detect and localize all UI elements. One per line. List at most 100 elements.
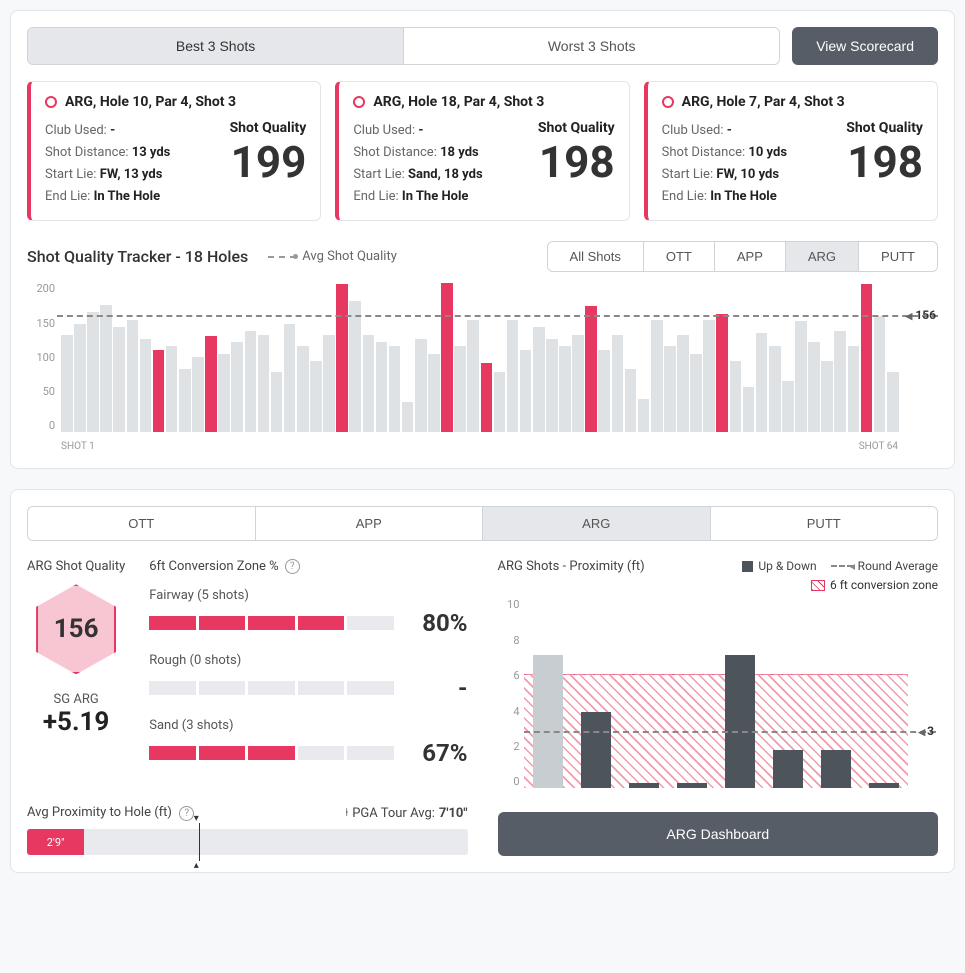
tracker-bar <box>520 350 532 433</box>
prox-avg-label: 3 <box>918 724 934 738</box>
y-tick: 0 <box>498 775 520 788</box>
sq-label: Shot Quality <box>230 120 307 136</box>
tracker-bar <box>284 324 296 433</box>
tracker-bar <box>336 284 348 433</box>
shot-details: Club Used: - Shot Distance: 18 yds Start… <box>353 120 482 208</box>
prox-bar <box>725 655 755 788</box>
filter-tab-putt[interactable]: PUTT <box>859 242 937 271</box>
legend-up-down-label: Up & Down <box>758 559 816 573</box>
prox-chart-title: ARG Shots - Proximity (ft) <box>498 559 645 574</box>
pga-avg: ⍿ PGA Tour Avg: 7'10" <box>345 806 467 821</box>
tracker-bar <box>218 354 230 433</box>
legend-group-1: Up & Down Round Average <box>742 559 938 573</box>
tracker-bar <box>703 320 715 433</box>
tracker-bar <box>100 305 112 433</box>
tab-worst-shots[interactable]: Worst 3 Shots <box>404 28 779 64</box>
tracker-bar <box>874 316 886 432</box>
tracker-bar <box>638 399 650 433</box>
filter-tab-all-shots[interactable]: All Shots <box>548 242 644 271</box>
tracker-bar <box>467 320 479 433</box>
view-scorecard-button[interactable]: View Scorecard <box>792 27 938 65</box>
lower-tab-putt[interactable]: PUTT <box>711 507 938 540</box>
shot-details: Club Used: - Shot Distance: 10 yds Start… <box>662 120 787 208</box>
proximity-bar: 2'9" <box>27 829 468 855</box>
conversion-column: 6ft Conversion Zone % ? Fairway (5 shots… <box>149 559 467 783</box>
proximity-tick <box>199 823 200 861</box>
lower-tab-app[interactable]: APP <box>256 507 484 540</box>
conversion-item: Sand (3 shots) 67% <box>149 718 467 767</box>
lower-tab-arg[interactable]: ARG <box>483 507 711 540</box>
tracker-bar <box>730 361 742 432</box>
prox-bar <box>629 783 659 789</box>
pga-label: PGA Tour Avg: <box>352 806 435 821</box>
legend-round-avg-label: Round Average <box>858 559 938 573</box>
tracker-bar <box>140 339 152 433</box>
tracker-bar <box>179 369 191 433</box>
tracker-bar <box>494 372 506 432</box>
shot-card[interactable]: ARG, Hole 7, Par 4, Shot 3 Club Used: - … <box>644 81 938 221</box>
avg-legend: Avg Shot Quality <box>268 249 397 264</box>
shot-title: ARG, Hole 10, Par 4, Shot 3 <box>65 94 236 110</box>
hex-column: ARG Shot Quality 156 SG ARG +5.19 <box>27 559 125 783</box>
tracker-x-labels: SHOT 1 SHOT 64 <box>61 441 898 452</box>
prox-plot: 3 <box>524 598 909 788</box>
shots-row: ARG, Hole 10, Par 4, Shot 3 Club Used: -… <box>27 81 938 221</box>
ring-icon <box>353 96 365 108</box>
shot-quality-col: Shot Quality 198 <box>846 120 923 208</box>
conversion-item: Rough (0 shots) - <box>149 653 467 702</box>
tracker-avg-label: 156 <box>905 308 936 322</box>
tracker-bar <box>271 372 283 432</box>
prox-bar-slot <box>673 598 711 788</box>
tracker-avg-line <box>57 315 938 317</box>
conv-pct: 80% <box>410 609 468 637</box>
y-tick: 100 <box>27 351 55 364</box>
proximity-header: Avg Proximity to Hole (ft) ? ⍿ PGA Tour … <box>27 805 468 821</box>
prox-bar <box>773 750 803 788</box>
y-tick: 150 <box>27 317 55 330</box>
tracker-bar <box>769 346 781 432</box>
proximity-fill-text: 2'9" <box>47 836 65 849</box>
prox-bar <box>677 783 707 789</box>
help-icon[interactable]: ? <box>179 806 194 821</box>
arg-dashboard-button[interactable]: ARG Dashboard <box>498 812 939 856</box>
legend-up-down: Up & Down <box>742 559 816 573</box>
prox-chart-header: ARG Shots - Proximity (ft) Up & Down Rou… <box>498 559 939 574</box>
prox-bar-slot <box>576 598 614 788</box>
lower-grid: ARG Shot Quality 156 SG ARG +5.19 6ft Co… <box>27 559 938 856</box>
shot-card[interactable]: ARG, Hole 10, Par 4, Shot 3 Club Used: -… <box>27 81 321 221</box>
tab-best-shots[interactable]: Best 3 Shots <box>28 28 404 64</box>
segment-bar <box>149 681 393 695</box>
tracker-bar <box>231 342 243 432</box>
square-icon <box>742 561 753 572</box>
tracker-bar <box>428 354 440 433</box>
tracker-bar <box>651 320 663 433</box>
x-start-label: SHOT 1 <box>61 441 95 452</box>
legend-zone-label: 6 ft conversion zone <box>830 578 938 592</box>
sq-value: 199 <box>230 140 307 184</box>
tracker-bar <box>61 335 73 433</box>
filter-tab-arg[interactable]: ARG <box>786 242 859 271</box>
conv-pct: - <box>410 674 468 702</box>
tracker-bar <box>782 381 794 432</box>
tracker-bar <box>821 361 833 432</box>
help-icon[interactable]: ? <box>285 559 300 574</box>
dash-icon <box>831 565 853 567</box>
tracker-bar <box>87 312 99 432</box>
lower-tab-ott[interactable]: OTT <box>28 507 256 540</box>
sg-value: +5.19 <box>43 707 109 737</box>
filter-tab-ott[interactable]: OTT <box>644 242 715 271</box>
filter-tab-app[interactable]: APP <box>715 242 786 271</box>
tracker-bar <box>166 346 178 432</box>
legend-group-2: 6 ft conversion zone <box>498 578 939 592</box>
tracker-bar <box>415 339 427 433</box>
legend-zone: 6 ft conversion zone <box>811 578 938 592</box>
tracker-bar <box>481 363 493 432</box>
sq-label: Shot Quality <box>538 120 615 136</box>
tracker-filter-tabs: All ShotsOTTAPPARGPUTT <box>547 241 938 272</box>
tracker-header: Shot Quality Tracker - 18 Holes Avg Shot… <box>27 241 938 272</box>
tracker-title: Shot Quality Tracker - 18 Holes <box>27 247 248 266</box>
prox-chart: 1086420 3 <box>498 598 939 798</box>
tracker-bar <box>848 346 860 432</box>
y-tick: 200 <box>27 282 55 295</box>
shot-card[interactable]: ARG, Hole 18, Par 4, Shot 3 Club Used: -… <box>335 81 629 221</box>
